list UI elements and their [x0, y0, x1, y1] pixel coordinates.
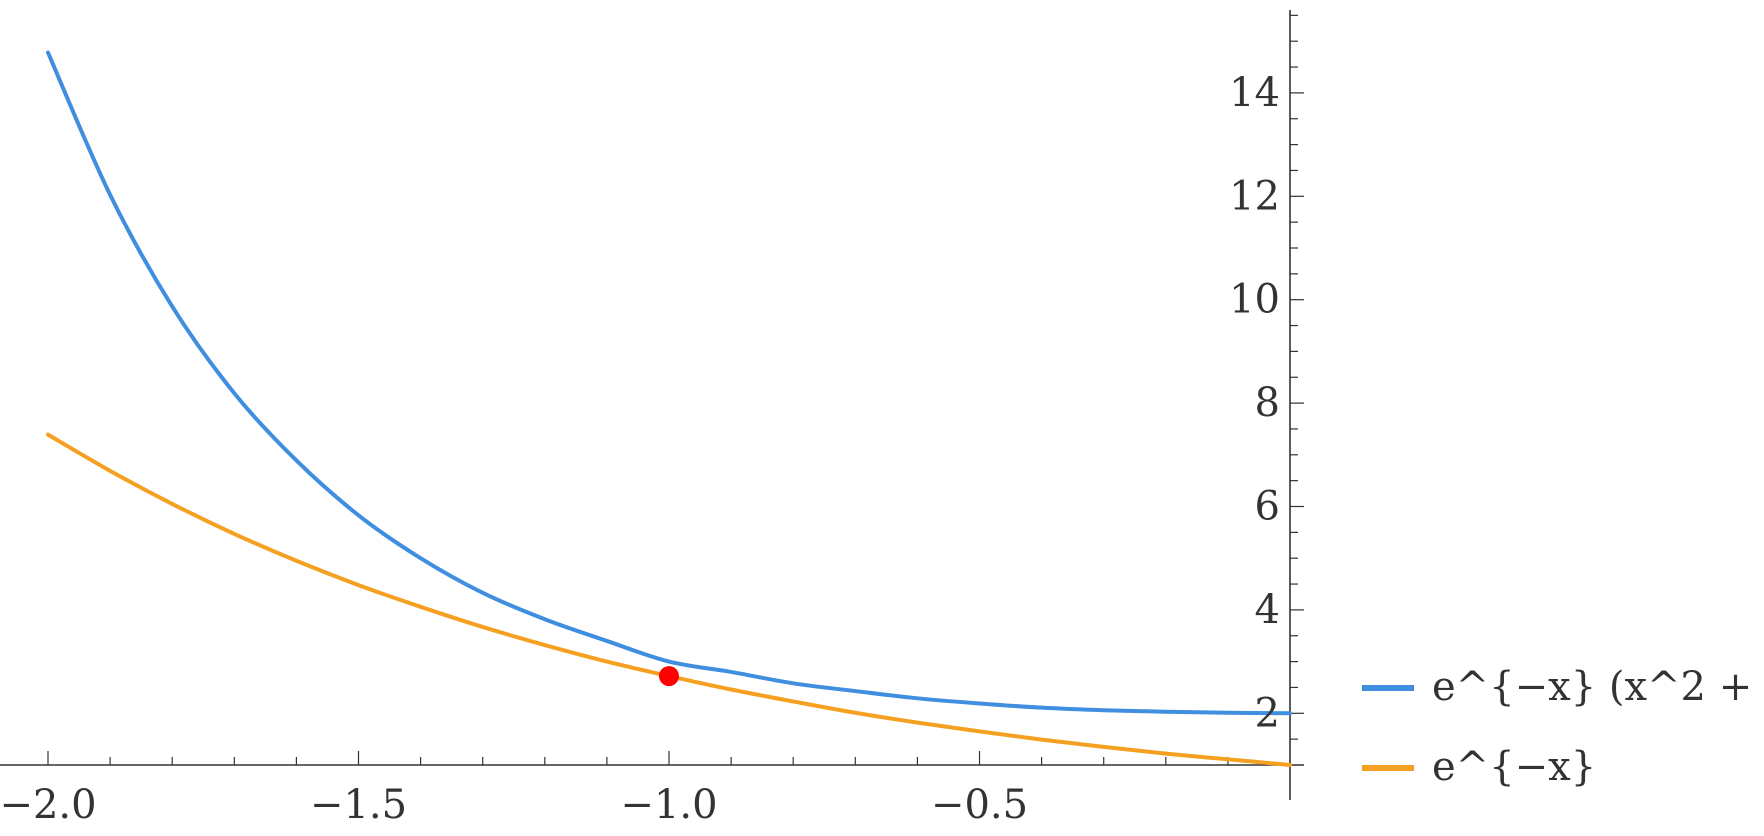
x-tick-label: −0.5: [931, 782, 1028, 828]
series-line-1: [46, 50, 1292, 716]
legend-label: e^{−x}: [1432, 744, 1596, 790]
x-tick-label: −1.0: [620, 782, 717, 828]
axes: [0, 10, 1304, 800]
x-tick-label: −1.5: [310, 782, 407, 828]
y-tick-label: 8: [1255, 380, 1280, 426]
highlight-points: [659, 666, 679, 687]
intersection-point: [659, 666, 679, 687]
y-tick-label: 14: [1229, 70, 1280, 116]
y-tick-label: 4: [1255, 587, 1280, 633]
x-tick-label: −2.0: [0, 782, 97, 828]
y-tick-label: 6: [1255, 484, 1280, 530]
legend-label: e^{−x} (x^2 + 2 x + 2): [1432, 664, 1764, 710]
series-line-2: [46, 432, 1292, 767]
tick-labels: −2.0 −1.5 −1.0 −0.5 2 4 6 8 10 12 14: [0, 70, 1280, 828]
y-tick-label: 2: [1255, 690, 1280, 736]
series-lines: [46, 50, 1292, 767]
legend: e^{−x} (x^2 + 2 x + 2) e^{−x}: [1362, 664, 1764, 790]
y-tick-label: 10: [1229, 277, 1280, 323]
y-tick-label: 12: [1229, 173, 1280, 219]
